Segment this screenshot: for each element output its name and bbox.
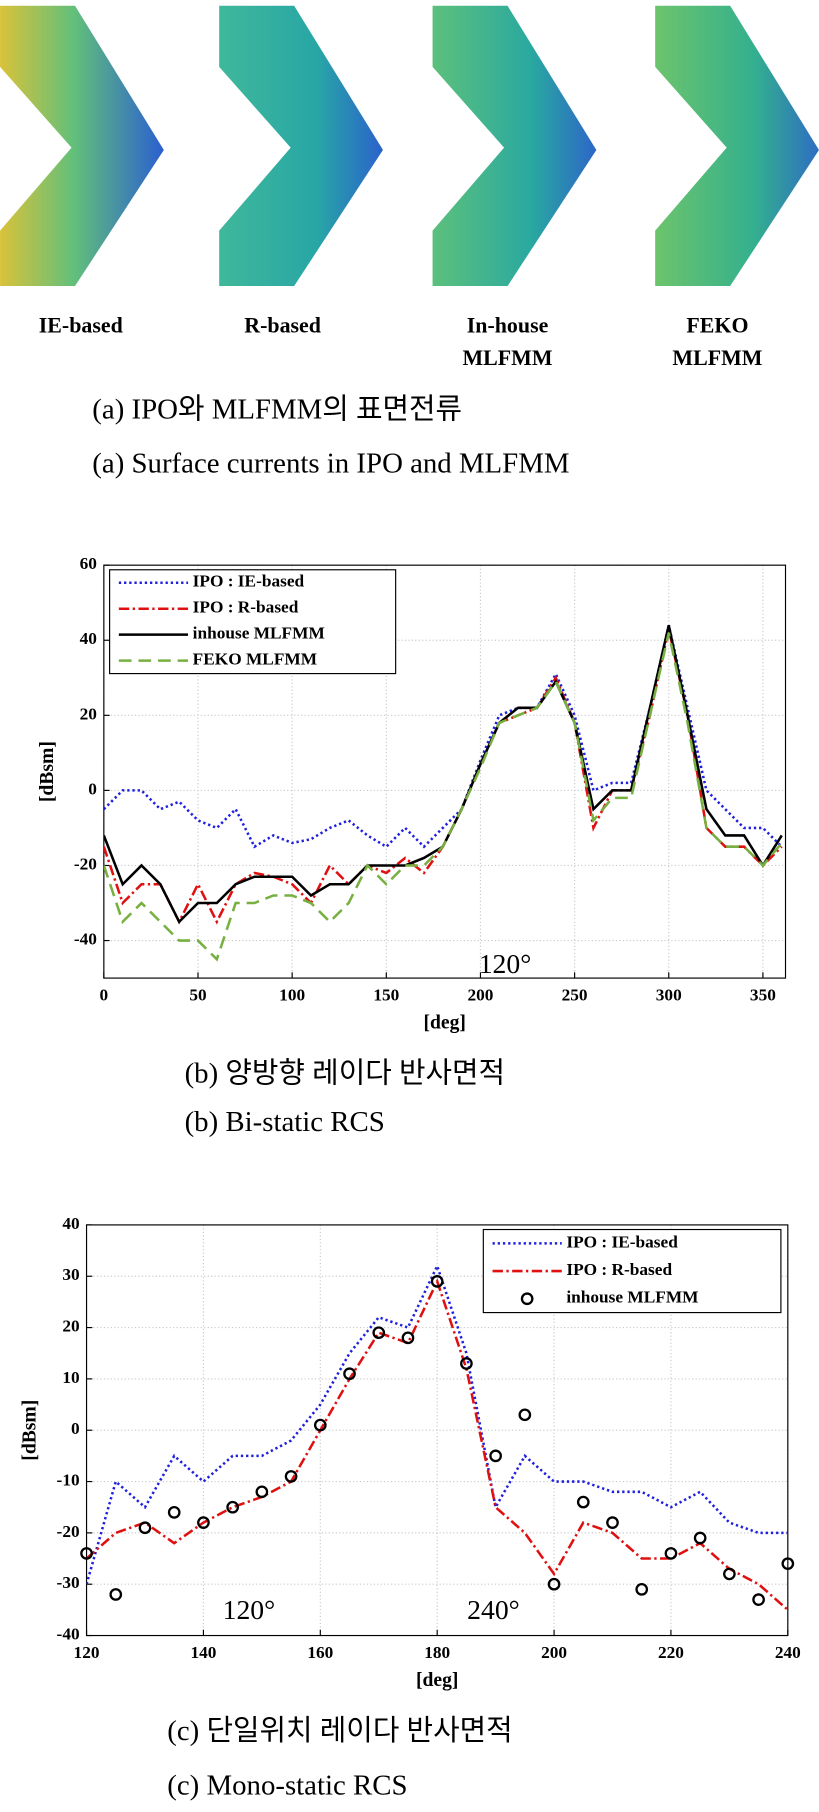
data-point: [518, 1408, 532, 1422]
surface-current-images: [0, 5, 819, 287]
caption: (b) 양방향 레이다 반사면적: [185, 1058, 505, 1090]
x-tick-label: 200: [541, 1643, 567, 1662]
x-tick-label: 250: [562, 986, 588, 1005]
x-tick-label: 240: [775, 1643, 801, 1662]
data-point: [489, 1449, 502, 1463]
legend-label: inhouse MLFMM: [566, 1288, 698, 1307]
annotation: 120°: [479, 948, 532, 979]
y-tick-label: 20: [80, 704, 97, 723]
y-tick-label: 40: [62, 1214, 79, 1233]
axes-frame: [85, 1224, 789, 1637]
surface-inhouse: [432, 5, 597, 287]
data-point: [197, 1516, 210, 1529]
x-tick-label: 140: [190, 1643, 216, 1662]
y-tick-label: 30: [62, 1265, 79, 1284]
surface-ie: [0, 5, 164, 287]
data-point: [372, 1326, 386, 1340]
legend-label: IPO : R-based: [566, 1260, 672, 1279]
legend-label: IPO : IE-based: [193, 572, 305, 591]
series-line: [103, 632, 783, 962]
data-point: [635, 1582, 649, 1596]
surface-feko: [655, 5, 819, 287]
y-tick-label: 10: [62, 1368, 79, 1387]
data-point: [664, 1547, 678, 1560]
data-point: [547, 1577, 561, 1591]
annotation: 240°: [467, 1594, 520, 1625]
x-tick-label: 300: [656, 986, 682, 1005]
panel-label: FEKO: [686, 313, 748, 338]
caption: (c) Mono-static RCS: [167, 1769, 407, 1801]
data-point: [80, 1547, 93, 1560]
data-point: [723, 1567, 736, 1581]
data-point: [343, 1367, 356, 1381]
x-tick-label: 180: [424, 1643, 450, 1662]
y-tick-label: 0: [88, 779, 97, 798]
panel-label: MLFMM: [672, 345, 762, 370]
y-tick-label: -10: [57, 1471, 80, 1490]
y-tick-label: 0: [71, 1419, 80, 1438]
data-point: [576, 1495, 590, 1509]
caption: (c) 단일위치 레이다 반사면적: [167, 1715, 512, 1747]
legend-box: [109, 569, 397, 675]
y-tick-label: -40: [74, 930, 97, 949]
data-point: [167, 1506, 181, 1519]
data-point: [693, 1531, 707, 1545]
x-tick-label: 120: [74, 1643, 100, 1662]
x-axis-label: [deg]: [416, 1670, 458, 1691]
axes-frame: [103, 564, 787, 979]
y-axis-label: [dBsm]: [20, 1400, 41, 1461]
y-axis-label: [dBsm]: [37, 741, 58, 802]
legend-label: FEKO MLFMM: [193, 650, 317, 669]
surface-r: [219, 5, 383, 287]
x-tick-label: 220: [658, 1643, 684, 1662]
y-tick-label: 60: [80, 554, 97, 573]
data-point: [138, 1521, 152, 1535]
panel-label: In-house: [467, 313, 549, 338]
y-tick-label: -20: [74, 854, 97, 873]
series-line: [86, 1262, 788, 1585]
y-tick-label: -40: [57, 1624, 80, 1643]
caption: (b) Bi-static RCS: [185, 1106, 385, 1138]
data-point: [226, 1500, 239, 1514]
caption: (a) IPO와 MLFMM의 표면전류: [92, 393, 462, 425]
x-axis-label: [deg]: [423, 1013, 465, 1034]
data-point: [109, 1588, 123, 1601]
panel-label: IE-based: [39, 313, 123, 338]
data-point: [430, 1275, 444, 1288]
y-tick-label: 40: [80, 629, 97, 648]
x-tick-label: 200: [467, 986, 493, 1005]
x-tick-label: 50: [189, 986, 206, 1005]
data-point: [401, 1331, 415, 1345]
data-point: [255, 1485, 269, 1499]
data-point: [752, 1593, 765, 1606]
data-point: [781, 1557, 795, 1571]
legend-label: inhouse MLFMM: [193, 624, 325, 643]
data-point: [606, 1516, 619, 1529]
series-line: [86, 1277, 788, 1611]
x-tick-label: 100: [279, 986, 305, 1005]
legend-label: IPO : IE-based: [566, 1232, 678, 1251]
y-tick-label: -20: [57, 1522, 80, 1541]
data-point: [284, 1470, 298, 1483]
data-point: [313, 1418, 327, 1432]
y-tick-label: -30: [57, 1573, 80, 1592]
x-tick-label: 160: [307, 1643, 333, 1662]
x-tick-label: 150: [373, 986, 399, 1005]
y-tick-label: 20: [62, 1317, 79, 1336]
x-tick-label: 350: [750, 986, 776, 1005]
legend-marker: [520, 1292, 534, 1306]
data-point: [460, 1357, 473, 1370]
panel-label: MLFMM: [463, 345, 553, 370]
legend-label: IPO : R-based: [193, 598, 299, 617]
annotation: 120°: [223, 1594, 276, 1625]
caption: (a) Surface currents in IPO and MLFMM: [92, 448, 569, 480]
panel-label: R-based: [244, 313, 321, 338]
x-tick-label: 0: [100, 986, 109, 1005]
